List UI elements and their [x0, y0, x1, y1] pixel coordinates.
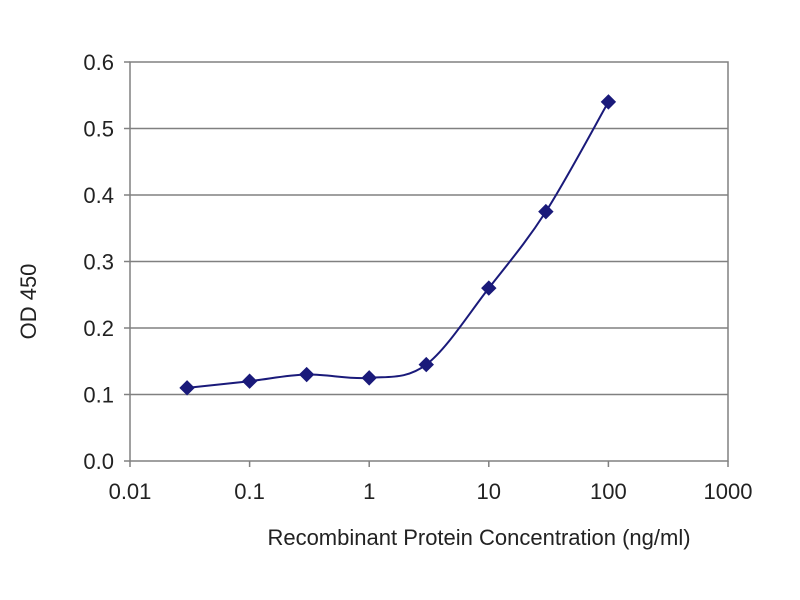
x-tick-label: 10 — [477, 479, 501, 504]
grid-lines — [130, 127, 728, 396]
y-axis: 0.0 0.1 0.2 0.3 0.4 0.5 0.6 — [83, 50, 130, 474]
data-point — [298, 366, 315, 383]
x-tick-label: 0.01 — [109, 479, 152, 504]
y-tick-label: 0.4 — [83, 183, 114, 208]
data-point — [361, 370, 377, 386]
data-points — [179, 94, 617, 396]
x-tick-label: 0.1 — [234, 479, 265, 504]
y-axis-title: OD 450 — [16, 264, 41, 340]
x-axis: 0.01 0.1 1 10 100 1000 — [109, 461, 753, 504]
y-tick-label: 0.3 — [83, 250, 114, 275]
data-point — [179, 380, 195, 396]
data-point — [600, 94, 617, 110]
data-point — [418, 356, 434, 373]
y-tick-label: 0.2 — [83, 316, 114, 341]
y-tick-label: 0.5 — [83, 117, 114, 142]
y-tick-label: 0.1 — [83, 383, 114, 408]
y-tick-label: 0.6 — [83, 50, 114, 75]
fit-curve — [186, 101, 610, 389]
data-point — [241, 373, 258, 389]
data-point — [538, 203, 554, 220]
x-tick-label: 1 — [363, 479, 375, 504]
x-tick-label: 1000 — [704, 479, 753, 504]
x-axis-title: Recombinant Protein Concentration (ng/ml… — [267, 525, 690, 550]
y-tick-label: 0.0 — [83, 449, 114, 474]
data-point — [481, 280, 497, 296]
x-tick-label: 100 — [590, 479, 627, 504]
